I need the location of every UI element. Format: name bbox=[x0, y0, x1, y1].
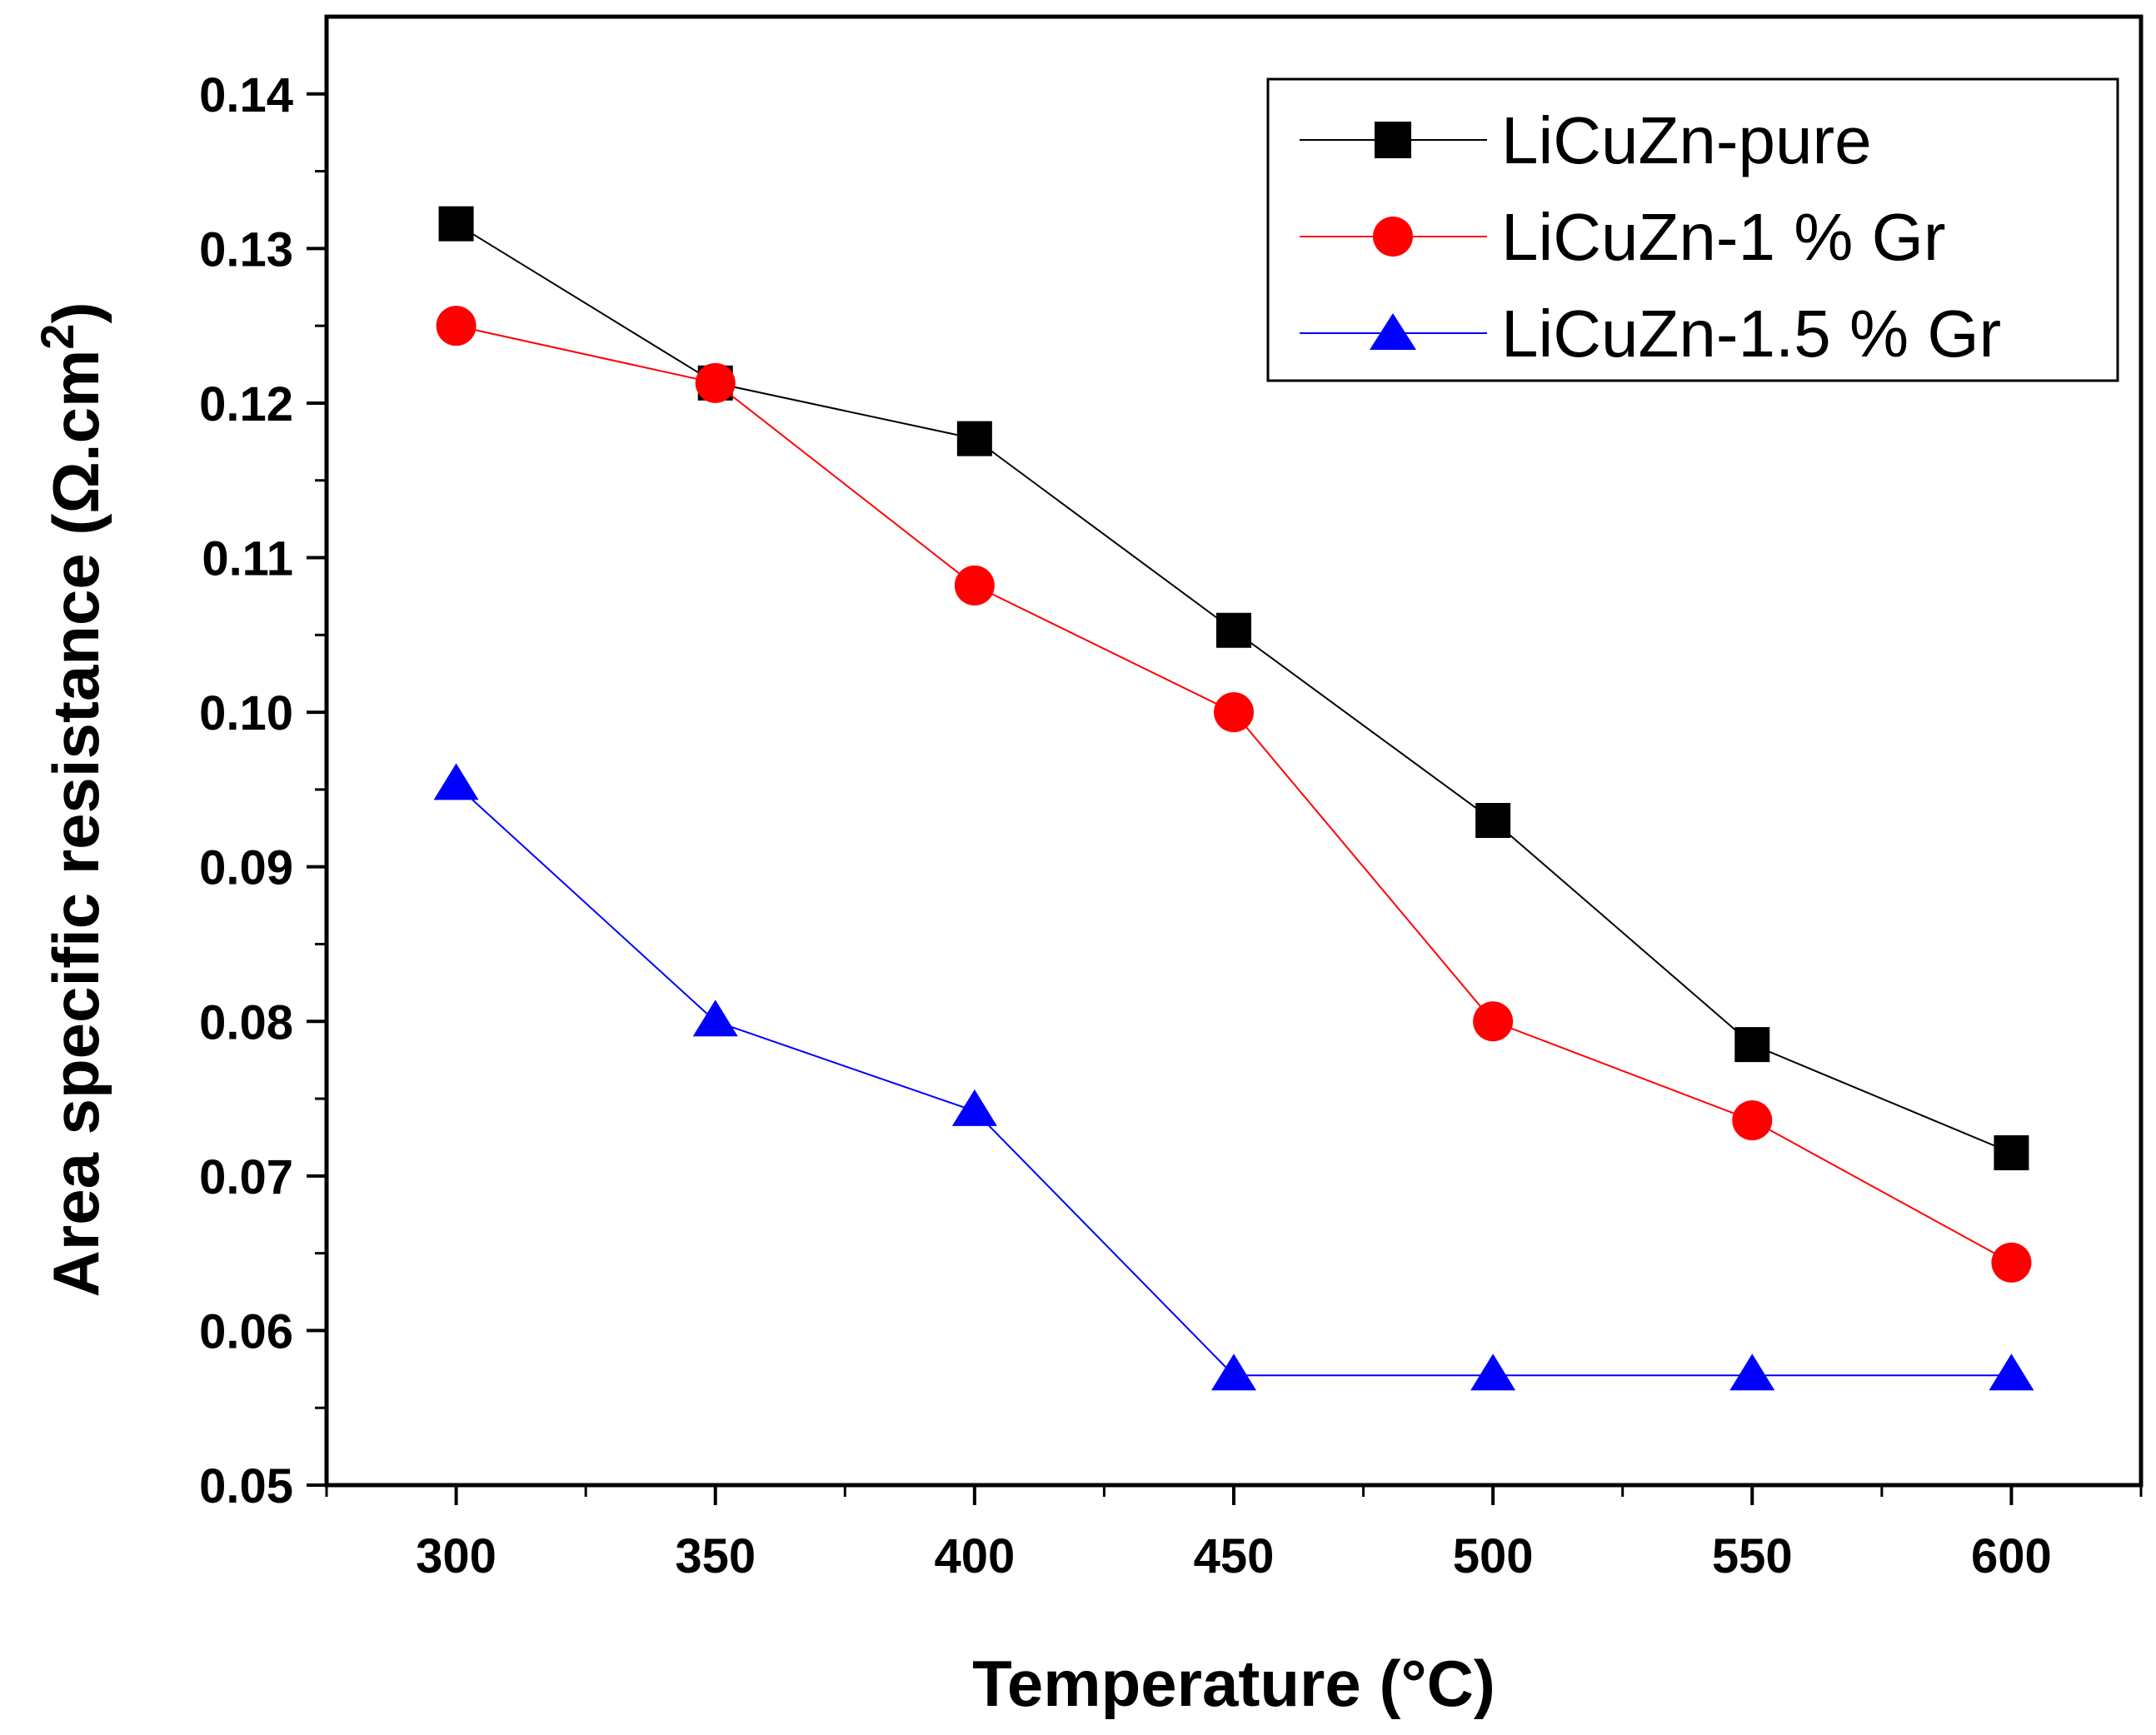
data-point-s1-600 bbox=[1991, 1242, 2032, 1283]
legend: LiCuZn-pure LiCuZn-1 % Gr LiCuZn-1.5 % G… bbox=[1266, 77, 2119, 382]
y-axis-title-close: ) bbox=[39, 302, 112, 324]
x-tick-label-300: 300 bbox=[416, 1529, 497, 1583]
legend-marker-square bbox=[1375, 122, 1411, 158]
data-point-s2-450 bbox=[1211, 1354, 1256, 1391]
data-point-s2-600 bbox=[1989, 1354, 2034, 1391]
data-point-s0-300 bbox=[438, 206, 474, 242]
y-axis-title-superscript: 2 bbox=[31, 324, 83, 350]
y-tick-label-0.13: 0.13 bbox=[199, 222, 293, 277]
legend-label-1gr: LiCuZn-1 % Gr bbox=[1501, 200, 1945, 274]
legend-marker-circle bbox=[1373, 217, 1413, 257]
data-point-s2-550 bbox=[1729, 1354, 1775, 1391]
y-tick-label-0.08: 0.08 bbox=[199, 995, 293, 1049]
series-layer bbox=[433, 206, 2034, 1391]
x-tick-label-600: 600 bbox=[1971, 1529, 2052, 1583]
data-point-s0-450 bbox=[1216, 612, 1251, 648]
y-tick-label-0.14: 0.14 bbox=[199, 68, 293, 122]
x-tick-label-400: 400 bbox=[934, 1529, 1015, 1583]
y-axis-title-main: Area specific resistance (Ω.cm bbox=[39, 350, 112, 1298]
data-point-s0-500 bbox=[1475, 803, 1511, 839]
x-tick-label-500: 500 bbox=[1453, 1529, 1534, 1583]
y-tick-label-0.09: 0.09 bbox=[199, 841, 293, 895]
data-point-s2-400 bbox=[951, 1089, 997, 1126]
y-tick-label-0.05: 0.05 bbox=[199, 1459, 293, 1513]
series-2 bbox=[433, 763, 2034, 1391]
data-point-s1-450 bbox=[1214, 692, 1254, 733]
series-1 bbox=[436, 306, 2032, 1283]
data-point-s1-300 bbox=[436, 306, 477, 347]
legend-marker-triangle bbox=[1370, 313, 1416, 350]
data-point-s0-550 bbox=[1734, 1027, 1770, 1063]
y-tick-label-0.10: 0.10 bbox=[199, 686, 293, 740]
data-point-s0-400 bbox=[956, 421, 992, 456]
series-line-1 bbox=[456, 325, 2012, 1264]
data-point-s2-350 bbox=[692, 1000, 738, 1037]
data-point-s1-350 bbox=[695, 362, 736, 403]
legend-label-pure: LiCuZn-pure bbox=[1501, 103, 1872, 177]
data-point-s1-400 bbox=[954, 565, 995, 606]
axis-ticks: 300 350 400 450 500 550 600 0.05 0.06 0.07 0.08 0.0… bbox=[199, 68, 2143, 1583]
data-point-s2-500 bbox=[1470, 1354, 1516, 1391]
data-point-s2-300 bbox=[433, 763, 479, 800]
y-tick-label-0.07: 0.07 bbox=[199, 1150, 293, 1204]
y-tick-label-0.12: 0.12 bbox=[199, 377, 293, 431]
x-tick-label-450: 450 bbox=[1194, 1529, 1275, 1583]
x-axis-title: Temperature (°C) bbox=[972, 1647, 1495, 1720]
x-tick-label-550: 550 bbox=[1712, 1529, 1793, 1583]
data-point-s1-500 bbox=[1473, 1001, 1514, 1042]
series-line-2 bbox=[455, 784, 2012, 1377]
y-axis-title: Area specific resistance (Ω.cm2) bbox=[31, 302, 112, 1298]
data-point-s0-600 bbox=[1994, 1135, 2029, 1171]
y-tick-label-0.06: 0.06 bbox=[199, 1304, 293, 1359]
y-tick-label-0.11: 0.11 bbox=[202, 532, 293, 586]
data-point-s1-550 bbox=[1732, 1100, 1773, 1141]
x-tick-label-350: 350 bbox=[675, 1529, 756, 1583]
legend-label-15gr: LiCuZn-1.5 % Gr bbox=[1501, 297, 2001, 371]
